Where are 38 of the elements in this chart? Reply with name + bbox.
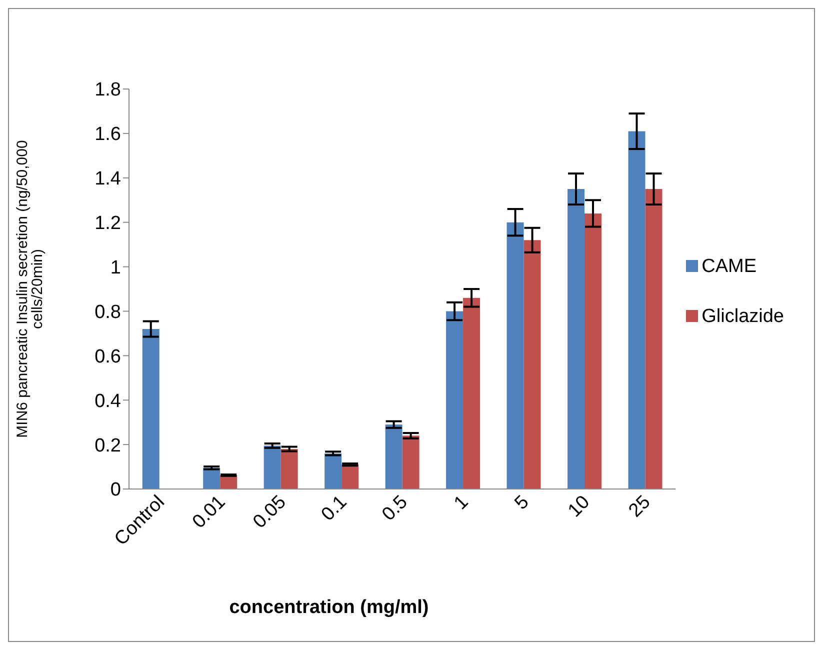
bar: [506, 222, 524, 489]
bar: [463, 298, 480, 489]
x-tick-label: 25: [624, 492, 655, 522]
bar: [628, 131, 646, 489]
y-tick-label: 1.4: [94, 168, 122, 190]
y-tick-label: 1.8: [94, 80, 121, 101]
x-tick-label: 0.01: [188, 492, 230, 533]
y-tick-label: 1: [110, 258, 121, 279]
legend-label: CAME: [702, 256, 757, 276]
y-tick-label: 0.6: [94, 346, 121, 368]
x-tick-label: 0.05: [249, 492, 290, 533]
x-tick-label: 0.5: [378, 492, 412, 526]
y-tick-label: 0: [110, 480, 121, 501]
y-tick-label: 1.2: [94, 213, 121, 234]
bar: [524, 240, 541, 489]
y-tick-label: 1.6: [94, 124, 121, 146]
x-tick-label: 0.1: [318, 492, 352, 526]
bar: [142, 329, 160, 489]
y-tick-label: 0.4: [94, 390, 122, 412]
bar: [385, 424, 402, 489]
bar: [446, 311, 464, 489]
bar: [280, 449, 298, 489]
bar: [568, 189, 585, 489]
x-axis-title: concentration (mg/ml): [228, 597, 430, 619]
x-tick-label: 1: [450, 492, 473, 514]
bar: [324, 453, 342, 489]
bar: [342, 464, 359, 489]
x-tick-label: 10: [564, 492, 594, 522]
legend-label: Gliclazide: [702, 306, 784, 326]
bar: [402, 436, 420, 489]
x-tick-label: 5: [510, 492, 534, 514]
bar: [584, 213, 602, 489]
y-tick-label: 0.2: [94, 435, 121, 456]
bar: [203, 468, 220, 489]
y-axis-title: MIN6 pancreatic Insulin secretion (ng/50,000 cells/20min): [14, 140, 46, 438]
bar: [264, 446, 281, 489]
bar: [645, 189, 662, 489]
y-tick-label: 0.8: [94, 302, 121, 323]
